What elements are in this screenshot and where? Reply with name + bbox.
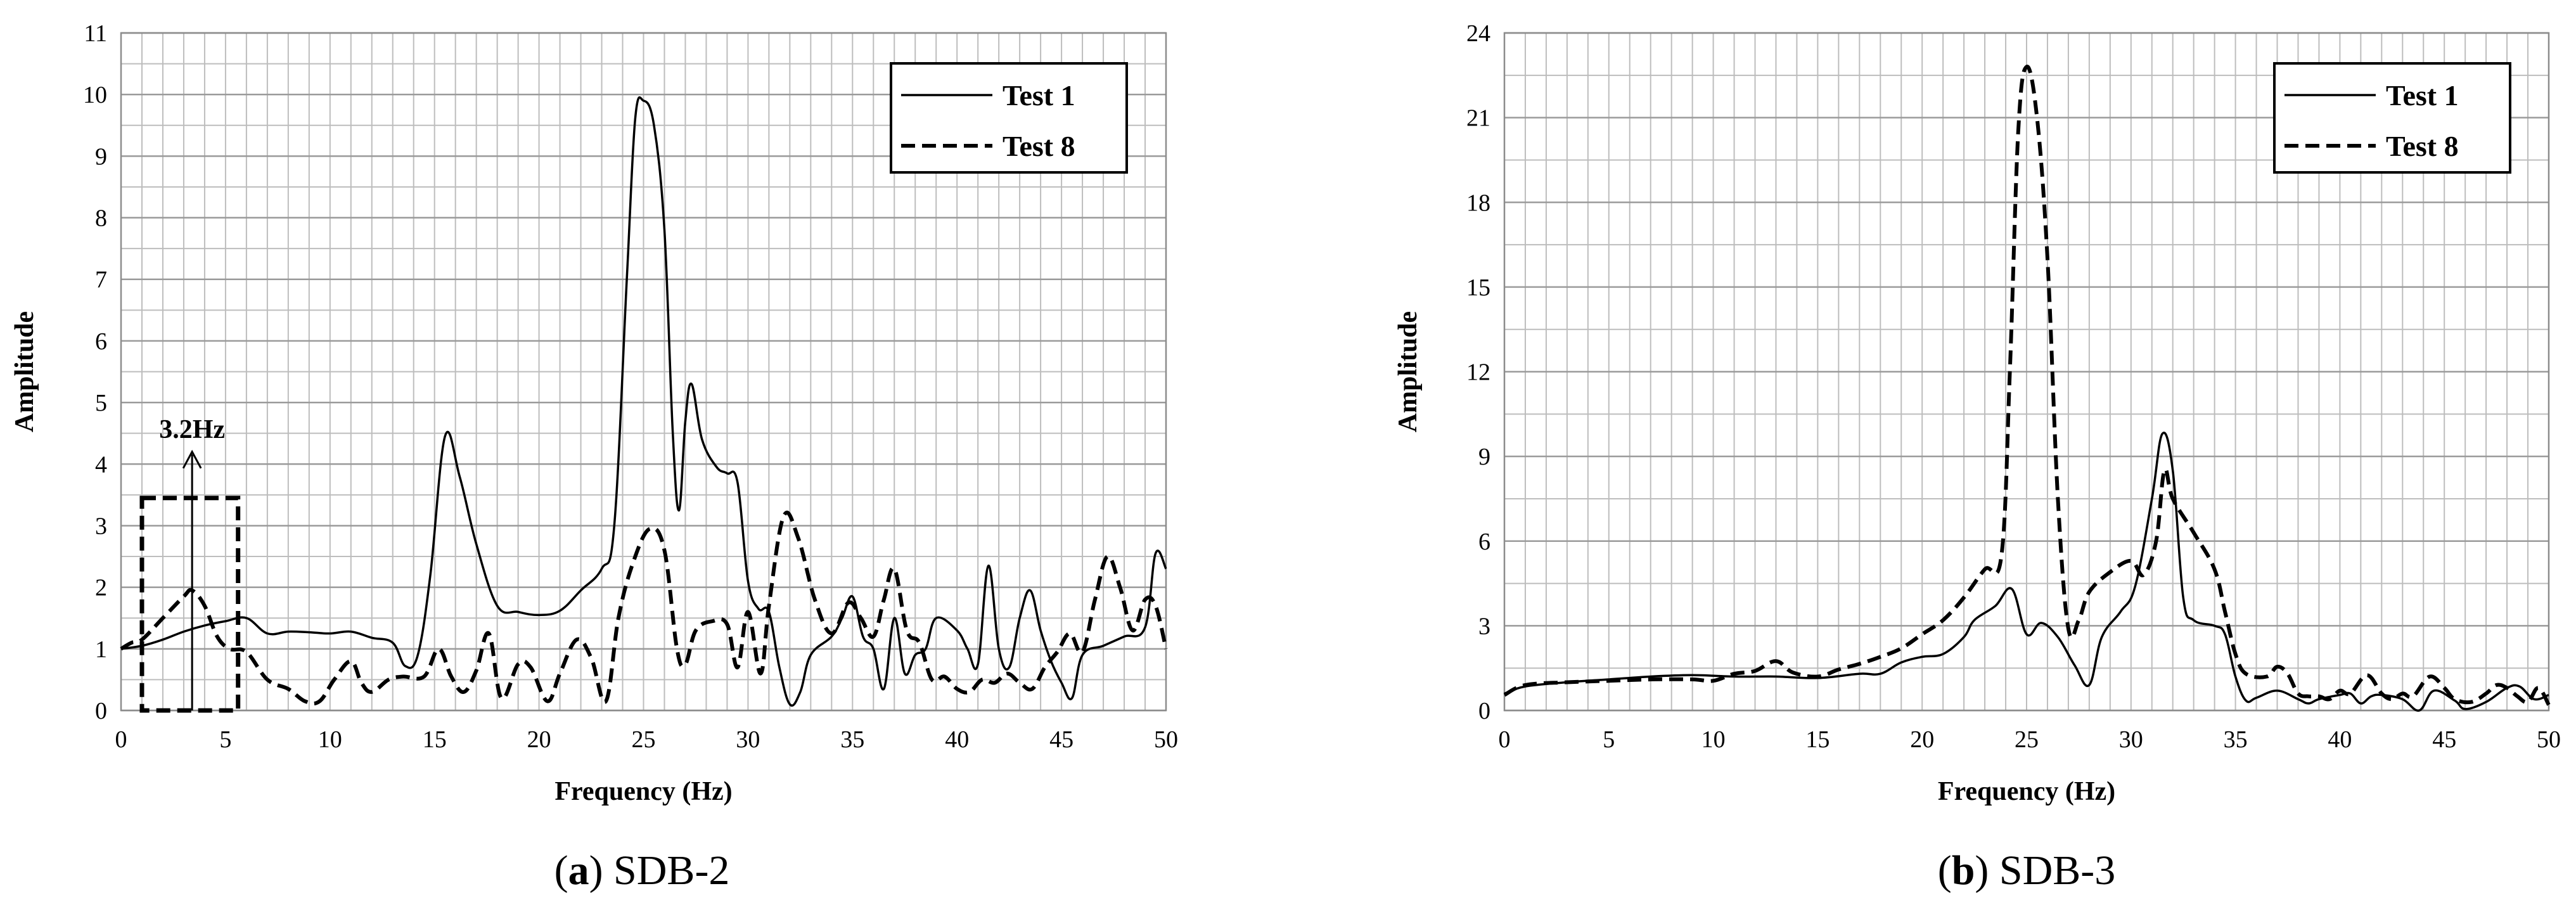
legend: Test 1 Test 8: [890, 62, 1128, 174]
annotation-label: 3.2Hz: [159, 415, 225, 444]
y-tick-label: 8: [95, 205, 107, 232]
annotation-3-2hz: 3.2Hz: [139, 415, 241, 713]
caption-letter: b: [1952, 847, 1975, 894]
y-tick-label: 9: [95, 143, 107, 170]
caption-paren-close: ): [589, 847, 613, 894]
y-tick-label: 9: [1478, 444, 1490, 470]
y-tick-label: 4: [95, 451, 107, 478]
y-tick-label: 15: [1466, 274, 1490, 301]
chart-sdb-2: 0 5 10 15 20 25 30 35 40 45 5001234567891011Freque…: [10, 20, 1178, 894]
caption-text: SDB-2: [613, 847, 729, 894]
figure-caption: (a) SDB-2: [554, 847, 730, 894]
series-line-test-1: [1504, 432, 2549, 712]
y-tick-label: 10: [83, 82, 107, 108]
y-tick-label: 6: [95, 328, 107, 355]
legend-label: Test 8: [2386, 130, 2459, 162]
plot-frame: [1503, 32, 2550, 712]
figure-caption: (b) SDB-3: [1938, 847, 2116, 894]
x-tick-label: 0: [115, 726, 127, 753]
y-tick-label: 21: [1466, 105, 1490, 132]
legend: Test 1 Test 8: [2273, 62, 2511, 174]
y-axis-title: Amplitude: [1394, 311, 1423, 432]
legend-label: Test 1: [2386, 79, 2459, 112]
y-tick-label: 0: [95, 698, 107, 724]
x-tick-label: 40: [945, 726, 969, 753]
y-tick-label: 11: [84, 20, 107, 47]
x-tick-label: 25: [2015, 726, 2039, 753]
x-tick-label: 5: [1603, 726, 1615, 753]
y-tick-label: 18: [1466, 189, 1490, 216]
y-tick-label: 3: [95, 513, 107, 539]
y-tick-label: 24: [1466, 20, 1490, 47]
x-tick-label: 45: [1049, 726, 1073, 753]
x-tick-label: 25: [632, 726, 656, 753]
y-tick-label: 1: [95, 636, 107, 663]
chart-sdb-3: 0 5 10 15 20 25 30 35 40 45 50 0 3 6 9 12 15 18 21 24 Freque…: [1394, 20, 2561, 894]
annotation-arrow-head: [182, 449, 202, 469]
y-tick-label: 2: [95, 575, 107, 601]
y-tick-label: 3: [1478, 613, 1490, 639]
series-line-test-8: [1503, 65, 2551, 706]
caption-paren-close: ): [1975, 847, 1999, 894]
y-tick-label: 7: [95, 267, 107, 293]
x-tick-label: 45: [2432, 726, 2456, 753]
y-axis-title: Amplitude: [10, 311, 39, 432]
x-tick-label: 35: [840, 726, 864, 753]
x-tick-label: 15: [1805, 726, 1829, 753]
legend-box: [2273, 62, 2511, 174]
x-tick-label: 35: [2224, 726, 2248, 753]
y-tick-label: 5: [95, 390, 107, 416]
caption-paren-open: (: [554, 847, 568, 894]
x-tick-label: 20: [527, 726, 551, 753]
series-line-test-1: [120, 96, 1167, 707]
caption-letter: a: [568, 847, 589, 894]
annotation-box: [139, 496, 241, 713]
y-tick-label: 6: [1478, 529, 1490, 555]
legend-label: Test 8: [1003, 130, 1075, 162]
y-tick-label: 0: [1478, 698, 1490, 724]
x-tick-label: 30: [736, 726, 760, 753]
legend-label: Test 1: [1003, 79, 1075, 112]
x-tick-label: 40: [2328, 726, 2352, 753]
x-axis-title: Frequency (Hz): [1938, 777, 2115, 806]
x-tick-label: 10: [1701, 726, 1726, 753]
caption-text: SDB-3: [1999, 847, 2115, 894]
x-tick-label: 15: [423, 726, 447, 753]
x-tick-label: 50: [1154, 726, 1178, 753]
x-tick-label: 50: [2537, 726, 2561, 753]
plot-frame: [120, 32, 1167, 712]
x-tick-label: 5: [219, 726, 231, 753]
series-line-test-8: [120, 510, 1168, 706]
legend-box: [890, 62, 1128, 174]
x-tick-label: 30: [2119, 726, 2143, 753]
y-tick-label: 12: [1466, 359, 1490, 386]
caption-paren-open: (: [1938, 847, 1952, 894]
x-tick-label: 0: [1499, 726, 1511, 753]
tick-labels: 0 5 10 15 20 25 30 35 40 45 50 0 3 6 9 12 15 18 21 24: [1466, 20, 2561, 753]
x-axis-title: Frequency (Hz): [554, 777, 732, 806]
x-tick-label: 10: [318, 726, 342, 753]
x-tick-label: 20: [1910, 726, 1934, 753]
